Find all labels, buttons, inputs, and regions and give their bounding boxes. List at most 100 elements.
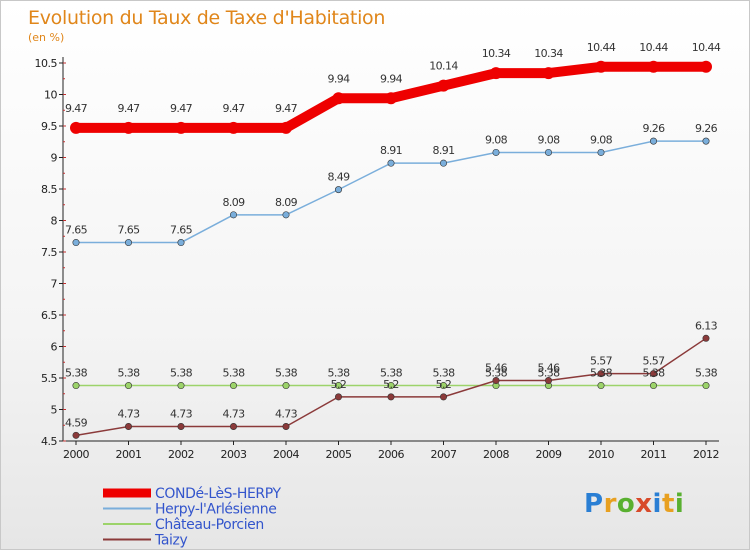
data-point xyxy=(387,393,395,401)
data-label: 8.49 xyxy=(327,171,350,184)
data-label: 5.46 xyxy=(537,362,560,375)
x-tick-label: 2011 xyxy=(641,448,667,461)
x-tick-label: 2000 xyxy=(63,448,89,461)
x-tick-label: 2001 xyxy=(116,448,142,461)
data-point xyxy=(649,382,657,390)
data-point xyxy=(649,137,657,145)
x-tick-label: 2003 xyxy=(221,448,247,461)
data-point xyxy=(230,211,238,219)
data-label: 6.13 xyxy=(695,319,718,332)
data-label: 4.73 xyxy=(275,408,298,421)
x-tick-label: 2007 xyxy=(431,448,457,461)
data-label: 9.47 xyxy=(222,102,245,115)
x-tick-label: 2008 xyxy=(483,448,509,461)
y-tick-label: 9 xyxy=(51,152,58,165)
data-label: 5.38 xyxy=(380,367,403,380)
y-tick-label: 6.5 xyxy=(41,309,57,322)
data-point xyxy=(70,121,82,134)
data-point xyxy=(649,370,657,378)
data-label: 5.2 xyxy=(436,378,452,391)
data-point xyxy=(595,60,607,73)
data-label: 9.08 xyxy=(537,133,560,146)
y-tick-label: 7.5 xyxy=(41,246,57,259)
data-point xyxy=(492,377,500,385)
data-label: 10.44 xyxy=(639,41,668,54)
chart-unit-label: (en %) xyxy=(28,31,65,44)
data-point xyxy=(387,382,395,390)
data-point xyxy=(227,121,240,134)
data-point xyxy=(597,370,605,378)
x-tick-label: 2002 xyxy=(168,448,194,461)
data-point xyxy=(597,148,605,156)
data-label: 7.65 xyxy=(65,224,88,237)
data-label: 10.44 xyxy=(587,41,616,54)
data-point xyxy=(230,382,238,390)
data-point xyxy=(280,121,292,134)
data-point xyxy=(647,60,660,73)
y-tick-label: 10.5 xyxy=(35,57,58,70)
data-label: 5.38 xyxy=(117,367,140,380)
data-label: 5.38 xyxy=(65,367,88,380)
data-label: 9.47 xyxy=(117,102,140,115)
data-label: 4.59 xyxy=(65,416,88,429)
y-tick-label: 4.5 xyxy=(41,435,57,448)
data-point xyxy=(332,92,345,105)
data-point xyxy=(387,159,395,167)
data-point xyxy=(125,382,133,390)
data-point xyxy=(177,239,185,247)
data-label: 5.57 xyxy=(590,355,613,368)
data-label: 5.38 xyxy=(590,367,613,380)
data-label: 5.57 xyxy=(642,355,665,368)
data-point xyxy=(282,423,290,431)
data-label: 9.47 xyxy=(65,102,88,115)
data-label: 5.2 xyxy=(331,378,347,391)
x-tick-label: 2004 xyxy=(273,448,299,461)
y-tick-label: 9.5 xyxy=(41,120,57,133)
data-label: 4.73 xyxy=(170,408,193,421)
y-tick-label: 5.5 xyxy=(41,372,57,385)
data-point xyxy=(439,382,447,390)
y-tick-label: 10 xyxy=(44,89,57,102)
data-label: 8.09 xyxy=(275,196,298,209)
data-label: 5.38 xyxy=(695,367,718,380)
data-point xyxy=(439,159,447,167)
data-label: 9.08 xyxy=(485,133,508,146)
y-tick-label: 7 xyxy=(51,278,58,291)
data-label: 4.73 xyxy=(222,408,245,421)
data-label: 4.73 xyxy=(117,408,140,421)
data-label: 5.2 xyxy=(383,378,399,391)
data-label: 5.38 xyxy=(642,367,665,380)
data-label: 9.26 xyxy=(695,122,718,135)
legend-label: Taizy xyxy=(154,533,187,549)
data-point xyxy=(72,239,80,247)
data-label: 9.47 xyxy=(275,102,298,115)
data-label: 5.38 xyxy=(537,367,560,380)
data-point xyxy=(334,393,342,401)
data-label: 7.65 xyxy=(170,224,193,237)
y-tick-label: 8.5 xyxy=(41,183,57,196)
data-label: 9.94 xyxy=(327,72,350,85)
data-point xyxy=(702,382,710,390)
legend-label: Herpy-l'Arlésienne xyxy=(155,502,276,518)
data-label: 10.34 xyxy=(534,47,563,60)
data-label: 5.38 xyxy=(485,367,508,380)
x-tick-label: 2010 xyxy=(588,448,614,461)
data-point xyxy=(175,121,187,134)
data-label: 8.91 xyxy=(432,144,454,157)
data-label: 5.38 xyxy=(222,367,245,380)
data-point xyxy=(544,148,552,156)
data-point xyxy=(125,423,133,431)
data-label: 5.38 xyxy=(432,367,455,380)
data-label: 10.34 xyxy=(482,47,511,60)
legend-label: Château-Porcien xyxy=(155,517,264,533)
data-point xyxy=(490,67,502,80)
data-point xyxy=(230,423,238,431)
data-point xyxy=(437,79,450,92)
data-point xyxy=(177,423,185,431)
x-tick-label: 2006 xyxy=(378,448,404,461)
data-label: 9.26 xyxy=(642,122,665,135)
data-label: 9.47 xyxy=(170,102,193,115)
data-label: 5.38 xyxy=(275,367,298,380)
data-point xyxy=(597,382,605,390)
